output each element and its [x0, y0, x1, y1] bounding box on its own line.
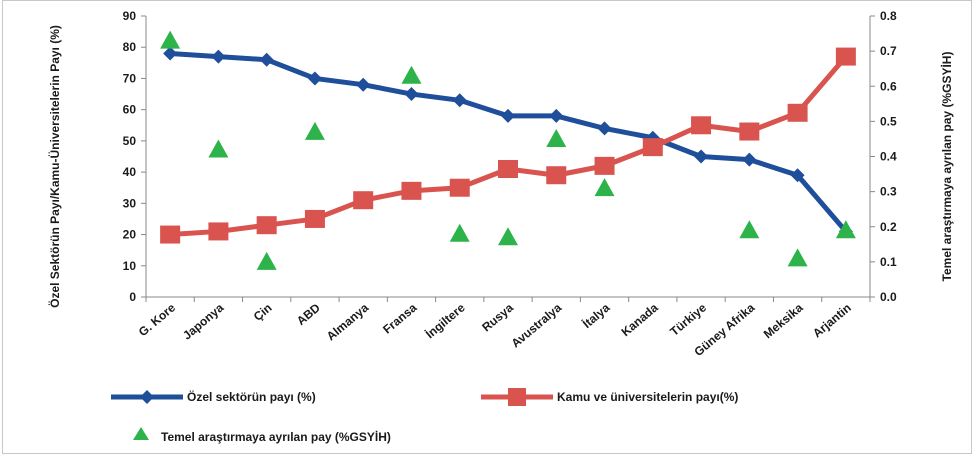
- triangle-marker: [498, 227, 518, 246]
- x-tick-label: Kanada: [619, 300, 661, 339]
- triangle-marker: [160, 30, 181, 49]
- diamond-marker: [452, 93, 467, 108]
- x-tick-label: Çin: [251, 301, 275, 324]
- x-tick-label: Fransa: [380, 300, 419, 336]
- square-marker: [691, 116, 712, 135]
- triangle-marker: [401, 65, 422, 84]
- x-tick-label: İngiltere: [422, 300, 468, 342]
- legend-label: Temel araştırmaya ayrılan pay (%GSYİH): [161, 429, 391, 444]
- triangle-marker: [208, 139, 229, 158]
- x-tick-label: Meksika: [761, 300, 806, 341]
- square-marker: [739, 122, 760, 141]
- diamond-marker: [742, 152, 757, 167]
- chart: 0 10 20 30 40 50 60 70 80 90 0.0 0.1 0.2 0.3 0.4 0.5 0.6…: [47, 9, 954, 444]
- square-marker: [449, 178, 470, 197]
- left-axis-title: Özel Sektörün Payı/Kamu-Üniversitelerin …: [47, 25, 62, 308]
- triangle-marker: [787, 248, 808, 267]
- left-tick-label: 30: [123, 196, 137, 210]
- diamond-marker: [404, 87, 419, 102]
- right-tick-label: 0.0: [880, 290, 897, 304]
- right-tick-label: 0.2: [880, 220, 897, 234]
- right-axis-title: Temel araştırmaya ayrılan pay (%GSYİH): [939, 52, 954, 282]
- left-tick-label: 80: [123, 40, 137, 54]
- diamond-marker: [597, 121, 612, 136]
- left-tick-label: 60: [123, 103, 137, 117]
- right-tick-label: 0.5: [880, 114, 897, 128]
- square-marker: [787, 103, 808, 122]
- square-marker: [835, 47, 856, 66]
- right-tick-label: 0.8: [880, 9, 897, 23]
- x-tick-label: Rusya: [479, 300, 516, 334]
- triangle-marker: [594, 178, 615, 197]
- diamond-marker: [211, 49, 226, 64]
- x-tick-label: İtalya: [579, 300, 612, 331]
- legend-swatch-marker: [140, 390, 154, 404]
- series-line: [167, 54, 849, 238]
- diamond-marker: [356, 77, 371, 92]
- square-marker: [208, 222, 229, 241]
- right-tick-label: 0.4: [880, 150, 897, 164]
- square-marker: [498, 159, 518, 178]
- square-marker: [546, 166, 567, 185]
- x-tick-label: Arjantin: [810, 301, 854, 341]
- diamond-marker: [790, 168, 805, 183]
- x-tick-label: Avustralya: [509, 300, 565, 350]
- right-tick-label: 0.3: [880, 185, 897, 199]
- left-tick-label: 20: [123, 228, 137, 242]
- left-tick-label: 10: [123, 259, 137, 273]
- left-tick-label: 50: [123, 134, 137, 148]
- triangle-marker: [546, 128, 567, 147]
- square-marker: [642, 138, 663, 157]
- legend-swatch-marker: [133, 427, 149, 440]
- diamond-marker: [259, 52, 274, 67]
- triangle-marker: [449, 223, 470, 242]
- right-tick-label: 0.6: [880, 79, 897, 93]
- legend-swatch-marker: [508, 388, 526, 406]
- legend-label: Kamu ve üniversitelerin payı(%): [557, 390, 738, 404]
- diamond-marker: [501, 108, 515, 123]
- square-marker: [401, 181, 422, 200]
- diamond-marker: [307, 71, 322, 86]
- left-tick-label: 90: [123, 9, 137, 23]
- triangle-marker: [835, 220, 856, 239]
- x-tick-label: G. Kore: [136, 300, 178, 339]
- square-marker: [353, 191, 374, 210]
- left-tick-label: 40: [123, 165, 137, 179]
- left-tick-label: 0: [129, 290, 136, 304]
- diamond-marker: [694, 149, 709, 164]
- triangle-marker: [304, 121, 325, 140]
- diamond-marker: [549, 108, 564, 123]
- square-marker: [160, 225, 181, 244]
- x-tick-label: ABD: [294, 300, 323, 328]
- triangle-marker: [256, 251, 277, 270]
- triangle-marker: [739, 220, 760, 239]
- x-tick-label: Almanya: [324, 300, 372, 343]
- x-tick-label: Türkiye: [667, 300, 709, 338]
- right-tick-label: 0.1: [880, 255, 897, 269]
- legend-label: Özel sektörün payı (%): [187, 389, 316, 404]
- left-tick-label: 70: [123, 71, 137, 85]
- x-tick-label: Japonya: [180, 300, 227, 342]
- right-tick-label: 0.7: [880, 44, 897, 58]
- diamond-marker: [163, 46, 178, 61]
- square-marker: [304, 209, 325, 228]
- square-marker: [256, 216, 277, 235]
- square-marker: [594, 156, 615, 175]
- series-line: [167, 50, 849, 234]
